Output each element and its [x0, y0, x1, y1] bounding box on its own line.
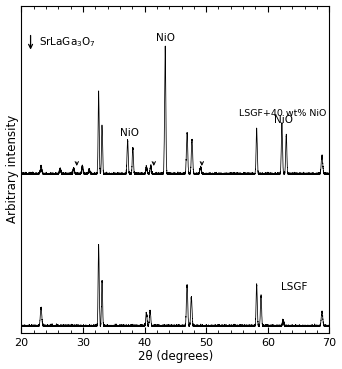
Text: NiO: NiO — [156, 32, 175, 42]
Text: LSGF+40 wt% NiO: LSGF+40 wt% NiO — [239, 109, 326, 118]
X-axis label: 2θ (degrees): 2θ (degrees) — [138, 351, 213, 363]
Y-axis label: Arbitrary intensity: Arbitrary intensity — [5, 115, 18, 223]
Text: NiO: NiO — [274, 115, 293, 125]
Text: SrLaGa$_3$O$_7$: SrLaGa$_3$O$_7$ — [39, 36, 95, 49]
Text: LSGF: LSGF — [281, 282, 308, 292]
Text: NiO: NiO — [120, 128, 139, 138]
